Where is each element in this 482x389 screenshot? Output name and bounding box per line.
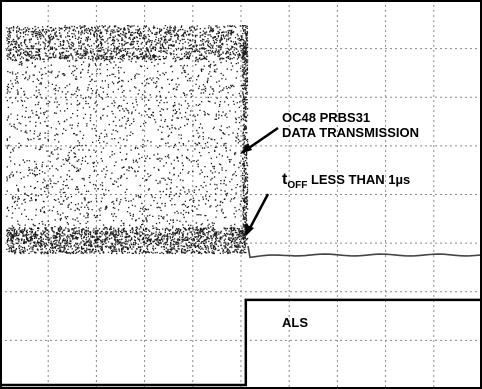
annotation-signal-line1: OC48 PRBS31 xyxy=(282,110,370,125)
annotation-arrowhead-toff xyxy=(245,224,254,236)
traces xyxy=(0,245,482,387)
annotation-als: ALS xyxy=(282,315,308,330)
toff-symbol: t xyxy=(282,171,288,188)
toff-subscript: OFF xyxy=(287,180,307,191)
annotation-arrowhead-signal xyxy=(240,143,252,154)
annotation-arrow-toff xyxy=(248,193,270,229)
annotation-arrow-signal xyxy=(245,126,279,152)
data-transmission-trace xyxy=(6,25,249,255)
off-state-trace xyxy=(247,245,481,259)
als-trace xyxy=(0,298,482,387)
toff-text: LESS THAN 1 xyxy=(307,172,395,187)
prbs-noise-dots xyxy=(6,25,249,255)
annotation-signal-line2: DATA TRANSMISSION xyxy=(282,125,419,140)
annotation-toff: tOFF LESS THAN 1µs xyxy=(282,171,410,191)
toff-unit: µs xyxy=(395,172,410,187)
